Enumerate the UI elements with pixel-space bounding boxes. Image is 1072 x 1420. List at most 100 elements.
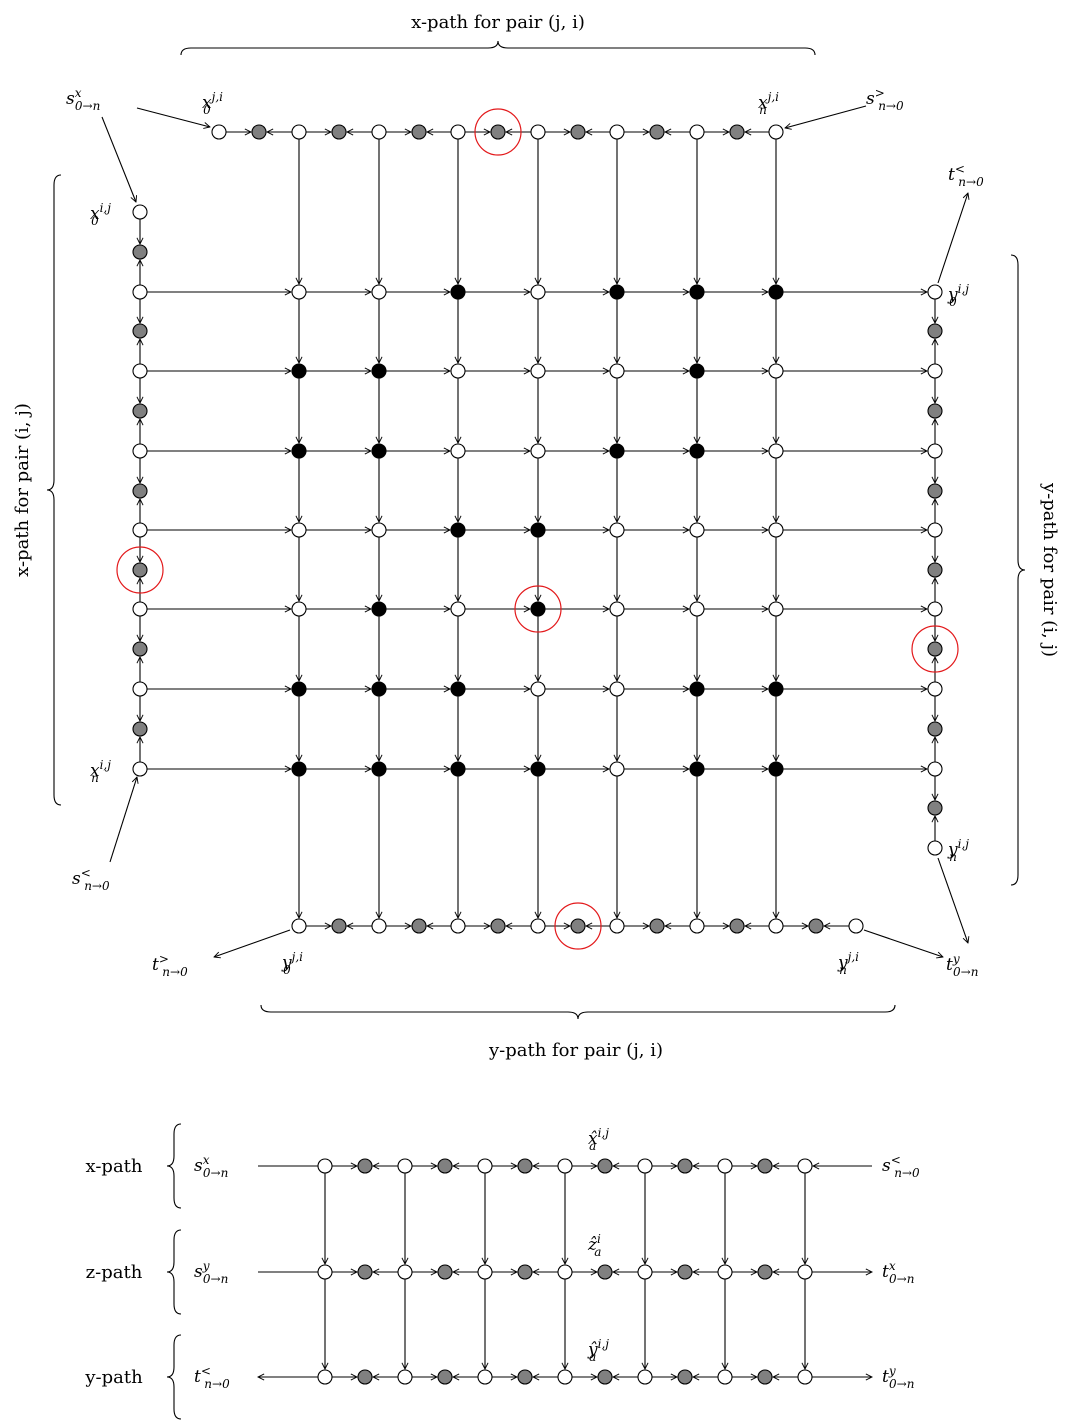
black-node <box>450 522 466 538</box>
row-left-label: sx 0→n <box>194 1153 228 1180</box>
gray-node <box>649 124 665 140</box>
gray-node <box>597 1369 613 1385</box>
white-node <box>689 124 705 140</box>
arrow-t-top-right <box>937 193 968 284</box>
white-node <box>132 363 148 379</box>
gray-node <box>757 1369 773 1385</box>
white-node <box>530 363 546 379</box>
gray-node <box>808 918 824 934</box>
white-node <box>927 761 943 777</box>
gray-node <box>570 918 586 934</box>
gray-node <box>729 124 745 140</box>
black-node <box>291 363 307 379</box>
white-node <box>530 681 546 697</box>
black-node <box>609 443 625 459</box>
white-node <box>609 681 625 697</box>
gray-node <box>132 483 148 499</box>
arrow-s-left <box>101 116 136 202</box>
gray-node <box>677 1158 693 1174</box>
white-node <box>637 1264 653 1280</box>
white-node <box>609 918 625 934</box>
black-node <box>768 284 784 300</box>
white-node <box>797 1264 813 1280</box>
white-node <box>609 363 625 379</box>
white-node <box>477 1369 493 1385</box>
white-node <box>132 443 148 459</box>
black-node <box>530 601 546 617</box>
white-node <box>477 1158 493 1174</box>
arrow-s-top <box>136 107 210 127</box>
highlight-circle <box>554 902 602 950</box>
black-node <box>371 681 387 697</box>
row-right-label: ty 0→n <box>882 1364 914 1391</box>
gray-node <box>927 641 943 657</box>
row-mid-label: ẑi a <box>587 1232 601 1259</box>
black-node <box>291 681 307 697</box>
white-node <box>397 1158 413 1174</box>
black-node <box>450 681 466 697</box>
gray-node <box>927 562 943 578</box>
gray-node <box>132 721 148 737</box>
gray-node <box>357 1158 373 1174</box>
white-node <box>317 1158 333 1174</box>
arrow-t-bottom-right-2 <box>937 857 968 943</box>
white-node <box>530 284 546 300</box>
white-node <box>450 443 466 459</box>
label-y-path-right: y-path for pair (i, j) <box>1039 482 1060 657</box>
black-node <box>530 761 546 777</box>
gray-node <box>729 918 745 934</box>
gray-node <box>927 323 943 339</box>
gray-node <box>490 124 506 140</box>
y0-ji-node <box>291 918 307 934</box>
gray-node <box>331 124 347 140</box>
gray-node <box>411 918 427 934</box>
arrow-t-bottom-left <box>214 929 291 957</box>
arrow-t-bottom-right-1 <box>863 929 943 957</box>
white-node <box>557 1264 573 1280</box>
row-label-x-path: x-path <box>86 1156 143 1177</box>
white-node <box>768 522 784 538</box>
white-node <box>609 124 625 140</box>
white-node <box>609 761 625 777</box>
brace-bottom <box>260 1004 896 1020</box>
row-left-label: sy 0→n <box>194 1259 228 1286</box>
black-node <box>371 761 387 777</box>
white-node <box>132 522 148 538</box>
white-node <box>291 522 307 538</box>
gray-node <box>677 1264 693 1280</box>
white-node <box>637 1369 653 1385</box>
white-node <box>609 522 625 538</box>
label-y0-ij: yi,j 0 <box>947 282 969 309</box>
white-node <box>797 1369 813 1385</box>
white-node <box>768 363 784 379</box>
highlight-circle <box>474 108 522 156</box>
white-node <box>397 1264 413 1280</box>
brace-top <box>180 40 816 56</box>
gray-node <box>677 1369 693 1385</box>
black-node <box>371 363 387 379</box>
white-node <box>689 918 705 934</box>
row-mid-label: x̂i,j a <box>588 1126 609 1153</box>
white-node <box>291 601 307 617</box>
white-node <box>717 1369 733 1385</box>
gray-node <box>490 918 506 934</box>
white-node <box>450 601 466 617</box>
white-node <box>317 1264 333 1280</box>
row-right-label: s< n→0 <box>882 1153 920 1180</box>
black-node <box>450 284 466 300</box>
label-x0-ji: xj,i 0 <box>202 90 223 117</box>
label-xn-ij: xi,j n <box>90 758 111 785</box>
black-node <box>689 443 705 459</box>
white-node <box>132 284 148 300</box>
black-node <box>768 681 784 697</box>
x0-ji-node <box>211 124 227 140</box>
white-node <box>689 601 705 617</box>
arrow-s-top-right <box>785 105 867 128</box>
white-node <box>371 284 387 300</box>
gray-node <box>517 1264 533 1280</box>
label-t-bottom-right: ty 0→n <box>946 952 978 979</box>
yn-ij-node <box>927 840 943 856</box>
gray-node <box>132 244 148 260</box>
row-mid-label: ŷi,j a <box>587 1337 609 1364</box>
white-node <box>291 284 307 300</box>
